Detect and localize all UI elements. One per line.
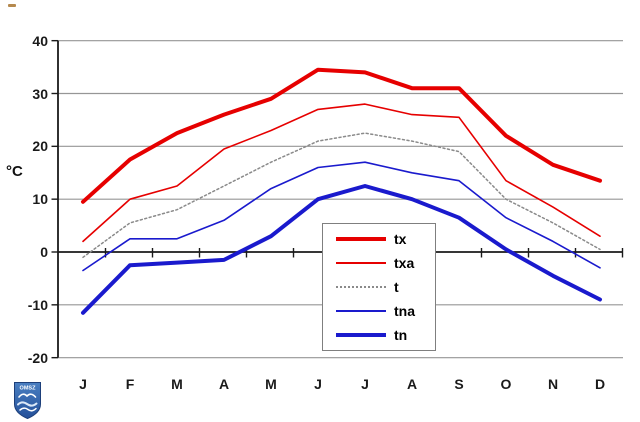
- month-label: J: [361, 376, 369, 392]
- series-line-tn: [81, 184, 602, 315]
- legend-label: tna: [394, 303, 415, 319]
- month-label: J: [314, 376, 322, 392]
- legend-line-sample-tn: [336, 333, 386, 337]
- y-axis-label: 30: [32, 85, 48, 102]
- logo-text: OMSZ: [20, 386, 37, 392]
- month-label: M: [171, 376, 183, 392]
- y-axis-label: 40: [32, 32, 48, 49]
- legend-label: txa: [394, 255, 415, 271]
- logo-wave2-icon: [19, 407, 37, 412]
- series-line-tx: [81, 67, 602, 204]
- omsz-logo: OMSZ: [14, 382, 41, 419]
- legend-line-sample-txa: [336, 262, 386, 264]
- legend-item-tn: tn: [323, 323, 435, 347]
- month-label: F: [125, 376, 135, 392]
- logo-wave-icon: [17, 401, 38, 407]
- legend-label: tx: [394, 231, 407, 247]
- month-label: A: [406, 376, 418, 392]
- y-axis-label: -20: [27, 349, 48, 366]
- legend-label: tn: [394, 327, 408, 343]
- month-label: N: [547, 376, 559, 392]
- month-label: M: [265, 376, 277, 392]
- legend-item-t: t: [323, 275, 435, 299]
- month-label: S: [454, 376, 464, 392]
- month-label: A: [218, 376, 230, 392]
- screenshot-artifact-mark: [8, 4, 16, 7]
- legend-label: t: [394, 279, 399, 295]
- y-axis-label: 0: [40, 244, 48, 260]
- month-label: J: [79, 376, 87, 392]
- month-label: D: [594, 376, 606, 392]
- data-series-lines: [81, 67, 602, 315]
- legend-item-tx: tx: [323, 227, 435, 251]
- y-axis-unit-label: °C: [6, 163, 23, 180]
- legend-item-tna: tna: [323, 299, 435, 323]
- legend-item-txa: txa: [323, 251, 435, 275]
- legend-box: tx txa t tna tn: [322, 223, 436, 351]
- y-axis-label: -10: [27, 296, 48, 313]
- series-line-txa: [82, 103, 601, 243]
- logo-bird-icon: [18, 393, 37, 398]
- y-axis-label: 10: [32, 191, 48, 208]
- y-axis-label: 20: [32, 138, 48, 155]
- series-line-t: [82, 132, 601, 259]
- month-label: O: [500, 376, 512, 392]
- legend-line-sample-t: [336, 286, 386, 288]
- legend-line-sample-tx: [336, 237, 386, 241]
- legend-line-sample-tna: [336, 310, 386, 312]
- series-line-tna: [82, 161, 601, 272]
